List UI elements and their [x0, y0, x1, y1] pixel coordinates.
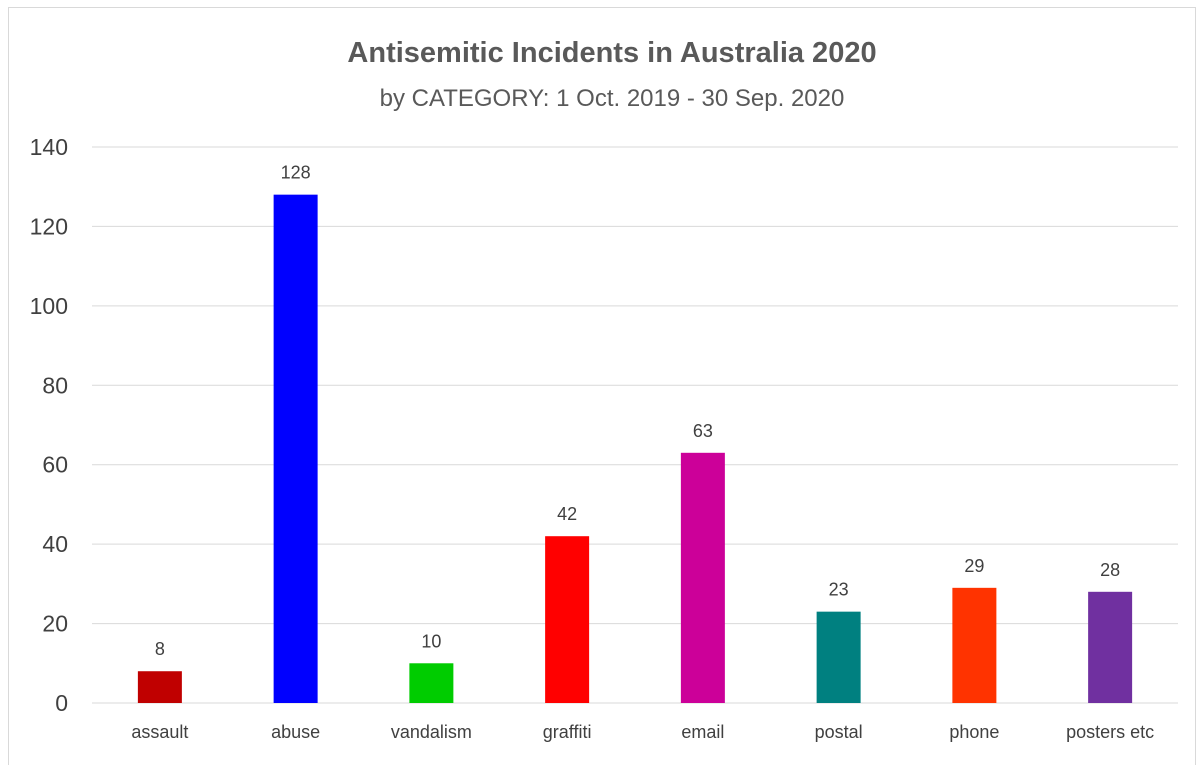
y-tick-label: 0	[55, 690, 68, 716]
y-tick-label: 80	[42, 372, 68, 398]
chart-frame	[8, 7, 1196, 765]
y-tick-label: 20	[42, 611, 68, 637]
bar-email	[680, 452, 725, 703]
y-tick-label: 40	[42, 531, 68, 557]
x-tick-label: graffiti	[543, 722, 592, 742]
x-tick-label: assault	[131, 722, 188, 742]
x-tick-label: abuse	[271, 722, 320, 742]
data-label: 63	[693, 421, 713, 441]
data-label: 10	[421, 631, 441, 651]
x-tick-label: vandalism	[391, 722, 472, 742]
x-tick-label: posters etc	[1066, 722, 1154, 742]
y-axis-ticks: 0 20 40 60 80 100 120 140	[30, 134, 68, 716]
x-tick-label: phone	[949, 722, 999, 742]
data-label: 23	[829, 580, 849, 600]
bar-abuse	[273, 194, 318, 703]
data-label: 28	[1100, 560, 1120, 580]
y-tick-label: 120	[30, 213, 68, 239]
bar-vandalism	[409, 663, 454, 703]
bar-assault	[137, 671, 182, 703]
bar-posters-etc	[1088, 591, 1133, 703]
data-label: 8	[155, 639, 165, 659]
y-tick-label: 100	[30, 293, 68, 319]
data-labels: 8 128 10 42 63 23 29 28	[155, 163, 1120, 660]
chart-subtitle: by CATEGORY: 1 Oct. 2019 - 30 Sep. 2020	[380, 85, 845, 112]
gridlines	[92, 146, 1178, 704]
data-label: 128	[281, 163, 311, 183]
x-axis-ticks: assault abuse vandalism graffiti email postal…	[131, 722, 1154, 742]
y-tick-label: 140	[30, 134, 68, 160]
x-tick-label: postal	[815, 722, 863, 742]
y-tick-label: 60	[42, 452, 68, 478]
data-label: 42	[557, 504, 577, 524]
bars	[137, 194, 1133, 703]
bar-postal	[816, 611, 861, 703]
bar-graffiti	[545, 536, 590, 703]
chart-title: Antisemitic Incidents in Australia 2020	[347, 37, 876, 69]
x-tick-label: email	[681, 722, 724, 742]
data-label: 29	[964, 556, 984, 576]
bar-phone	[952, 587, 997, 703]
